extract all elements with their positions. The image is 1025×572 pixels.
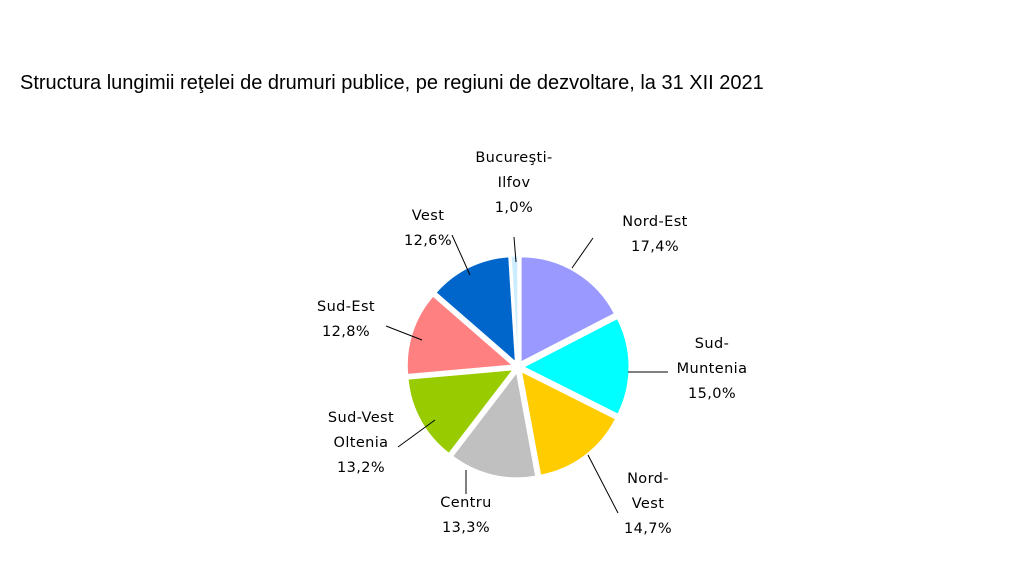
slice-value-label: 13,3% xyxy=(442,520,490,536)
slice-label: Sud-Vest Oltenia 13,2% xyxy=(328,410,394,476)
slice-value-label: 13,2% xyxy=(337,460,385,476)
pie-slice-sud-muntenia xyxy=(522,318,630,415)
slice-category-label: Ilfov xyxy=(498,175,531,191)
pie-slice-nord-est xyxy=(520,256,616,363)
slice-label: Sud-Est 12,8% xyxy=(317,299,375,340)
slice-label: Centru 13,3% xyxy=(440,495,491,536)
leader-line xyxy=(587,454,619,514)
leader-line xyxy=(451,234,471,276)
slice-label: Vest 12,6% xyxy=(404,208,452,249)
slice-value-label: 12,6% xyxy=(404,233,452,249)
slice-category-label: Nord-Est xyxy=(622,214,687,230)
slice-label: Nord- Vest 14,7% xyxy=(624,471,672,537)
slice-label: Sud- Muntenia 15,0% xyxy=(677,336,748,402)
pie-slice-nord-vest xyxy=(520,370,617,476)
slice-category-label: Sud- xyxy=(695,336,729,352)
slice-value-label: 15,0% xyxy=(688,386,736,402)
slice-label: Nord-Est 17,4% xyxy=(622,214,687,255)
pie-slice-sud-vest-oltenia xyxy=(407,369,514,454)
pie-slice-vest xyxy=(435,256,516,363)
pie-slice-bucure-ti-ilfov xyxy=(510,255,519,362)
slice-value-label: 17,4% xyxy=(631,239,679,255)
slice-category-label: Sud-Vest xyxy=(328,410,394,426)
slice-value-label: 14,7% xyxy=(624,521,672,537)
slice-value-label: 1,0% xyxy=(495,200,533,216)
leader-line xyxy=(571,237,594,269)
pie-slice-sud-est xyxy=(406,295,514,375)
chart-title: Structura lungimii reţelei de drumuri pu… xyxy=(20,72,764,94)
pie-slice-centru xyxy=(452,371,537,479)
leader-line xyxy=(385,325,423,341)
slice-value-label: 12,8% xyxy=(322,324,370,340)
slice-category-label: Vest xyxy=(412,208,445,224)
slice-category-label: Muntenia xyxy=(677,361,748,377)
slice-category-label: Vest xyxy=(632,496,665,512)
leader-line xyxy=(513,236,517,263)
slice-category-label: Bucureşti- xyxy=(475,150,552,166)
slice-category-label: Nord- xyxy=(627,471,669,487)
leader-line xyxy=(397,419,436,448)
slice-category-label: Centru xyxy=(440,495,491,511)
slice-category-label: Oltenia xyxy=(334,435,389,451)
slice-label: Bucureşti- Ilfov 1,0% xyxy=(475,150,552,216)
slice-category-label: Sud-Est xyxy=(317,299,375,315)
